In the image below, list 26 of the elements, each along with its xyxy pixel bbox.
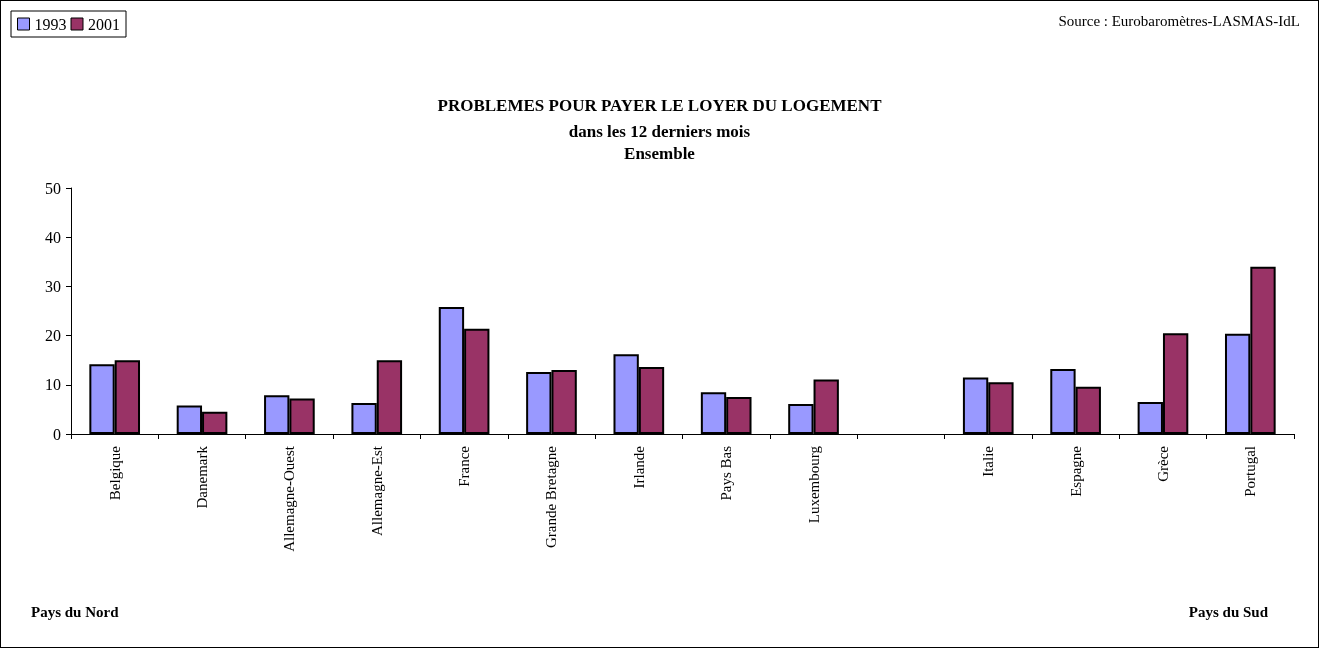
x-tick-label: Italie — [980, 445, 997, 477]
x-tick-label: Irlande — [630, 445, 647, 489]
y-tick-label: 40 — [45, 228, 61, 246]
x-tick-label: Allemagne-Est — [368, 445, 385, 536]
x-tick-label: Grande Bretagne — [543, 445, 560, 549]
text: Pays du Sud — [1188, 603, 1269, 620]
chart-subtitle: dans les 12 derniers mois Ensemble — [568, 121, 751, 163]
x-tick-label: France — [456, 445, 473, 487]
x-tick-label: Allemagne-Ouest — [281, 445, 298, 552]
text: Pays du Nord — [31, 603, 120, 620]
x-tick-label: Espagne — [1067, 445, 1084, 497]
y-tick-label: 50 — [45, 179, 61, 197]
y-tick-label: 30 — [45, 277, 61, 295]
x-tick-label: Pays Bas — [718, 445, 735, 501]
chart-title: PROBLEMES POUR PAYER LE LOYER DU LOGEMENT — [437, 95, 883, 115]
y-tick-label: 0 — [53, 425, 61, 443]
legend-label: 1993 — [34, 15, 67, 33]
legend-label: 2001 — [88, 15, 120, 33]
y-tick-label: 20 — [45, 327, 61, 345]
x-tick-label: Danemark — [194, 445, 211, 509]
x-tick-label: Grèce — [1154, 445, 1171, 482]
x-tick-label: Belgique — [106, 445, 123, 501]
x-tick-label: Portugal — [1242, 446, 1259, 497]
y-tick-label: 10 — [45, 376, 61, 394]
x-tick-label: Luxembourg — [805, 445, 822, 524]
source-note: Source : Eurobaromètres-LASMAS-IdL — [1058, 12, 1301, 29]
